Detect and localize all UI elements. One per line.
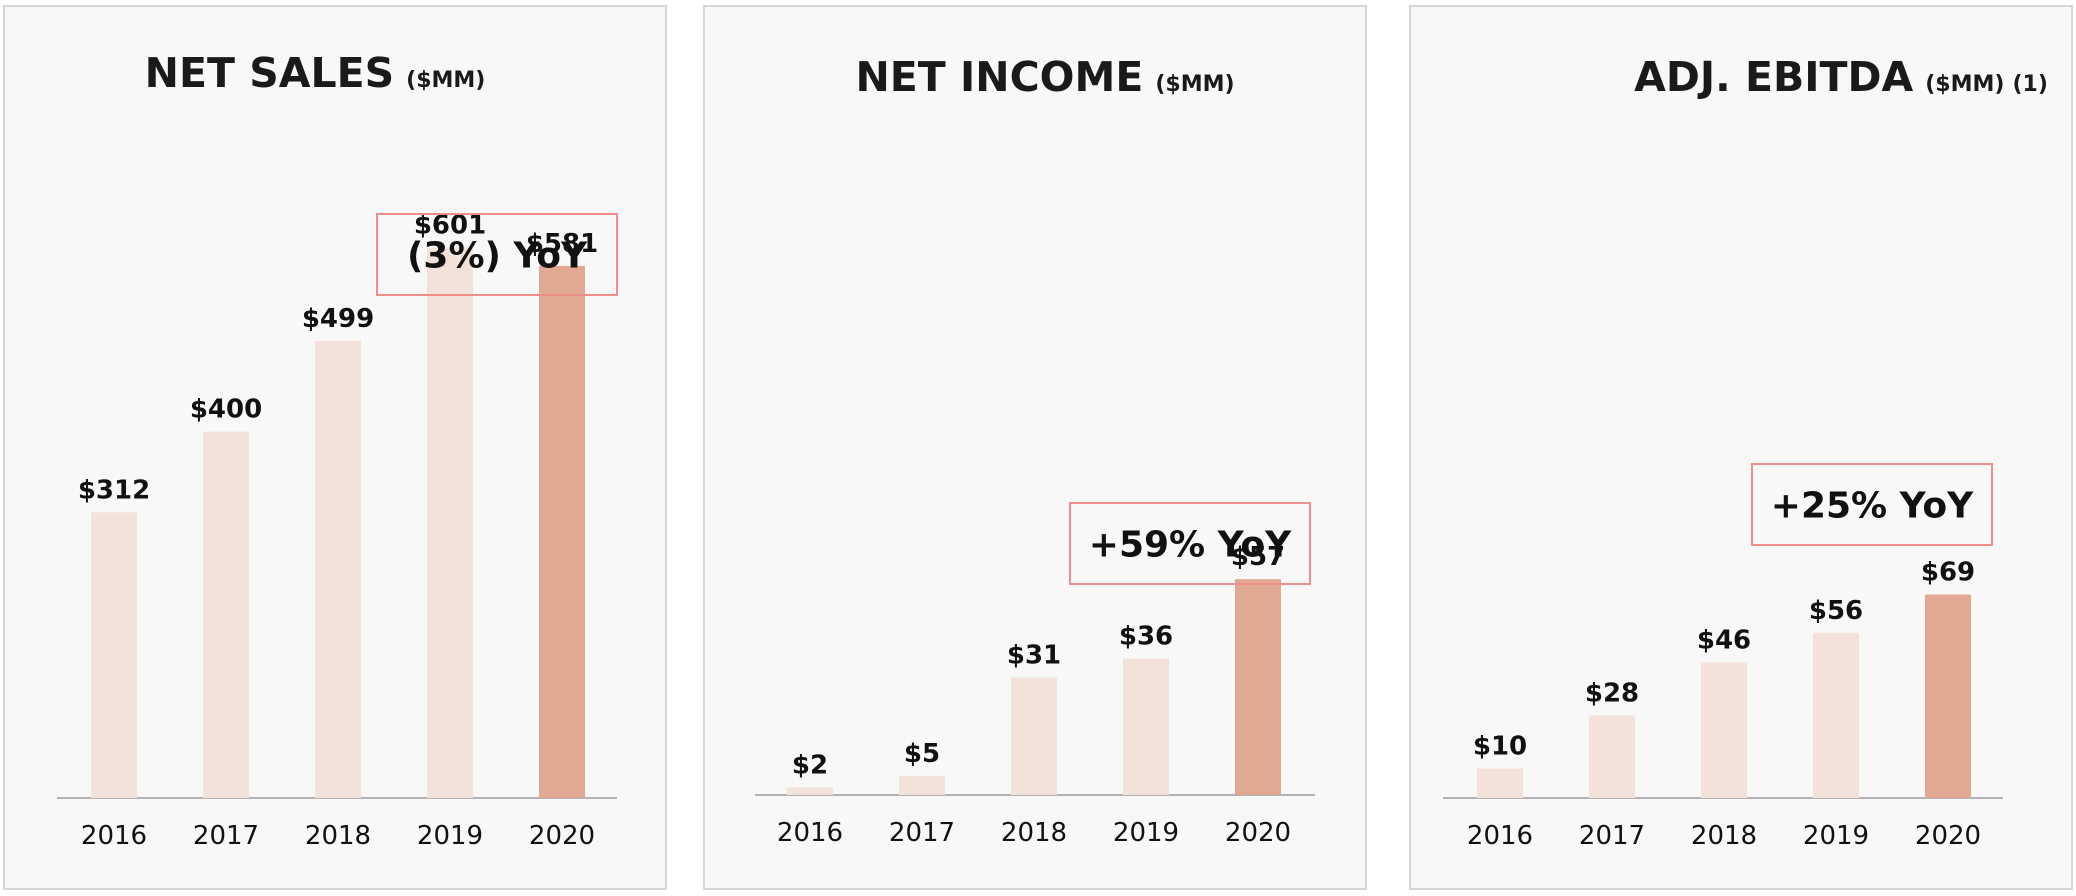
net-income-yoy-label: +59% YoY <box>1089 525 1292 566</box>
net-sales-chart: NET SALES ($MM) $312 2016 $400 2017 $499 2018 $6… <box>57 49 618 851</box>
net-sales-yoy-box <box>376 213 618 296</box>
net-sales-tick-label: 2018 <box>305 821 371 851</box>
net-income-bar-2020 <box>1235 579 1281 795</box>
net-sales-bar-2017 <box>203 431 249 798</box>
net-sales-value-label: $601 <box>414 211 486 241</box>
adj-ebitda-tick-label: 2020 <box>1915 821 1981 851</box>
adj-ebitda-value-label: $46 <box>1697 625 1751 655</box>
net-income-bar-2018 <box>1011 677 1057 795</box>
net-income-tick-label: 2016 <box>777 818 843 848</box>
net-sales-yoy-label: (3%) YoY <box>407 236 588 277</box>
adj-ebitda-yoy-label: +25% YoY <box>1771 486 1974 527</box>
adj-ebitda-unit: ($MM) <box>1925 72 2004 97</box>
net-income-title: NET INCOME ($MM) <box>855 53 1234 101</box>
adj-ebitda-yoy-box <box>1751 463 1993 546</box>
net-sales-bar-2018 <box>315 341 361 798</box>
net-income-value-label: $57 <box>1231 542 1285 572</box>
adj-ebitda-value-label: $69 <box>1921 558 1975 588</box>
net-income-panel: NET INCOME ($MM) $2 2016 $5 2017 $31 2018 $36 201… <box>703 5 1367 890</box>
net-income-bar-2016 <box>787 787 833 795</box>
adj-ebitda-tick-label: 2018 <box>1691 821 1757 851</box>
net-sales-unit: ($MM) <box>406 68 485 93</box>
adj-ebitda-bar-2018 <box>1701 662 1747 798</box>
net-income-bar-2017 <box>899 776 945 795</box>
net-income-bar-2019 <box>1123 658 1169 795</box>
net-sales-title: NET SALES ($MM) <box>145 49 486 97</box>
net-income-tick-label: 2018 <box>1001 818 1067 848</box>
net-sales-tick-label: 2016 <box>81 821 147 851</box>
net-income-title-text: NET INCOME <box>855 53 1143 101</box>
net-income-value-label: $5 <box>904 739 940 769</box>
adj-ebitda-value-label: $56 <box>1809 596 1863 626</box>
adj-ebitda-bar-2016 <box>1477 768 1523 798</box>
adj-ebitda-value-label: $28 <box>1585 678 1639 708</box>
net-income-unit: ($MM) <box>1155 72 1234 97</box>
adj-ebitda-chart: ADJ. EBITDA ($MM) (1) $10 2016 $28 2017 $46 2018… <box>1443 53 2048 851</box>
net-income-tick-label: 2020 <box>1225 818 1291 848</box>
net-income-chart: NET INCOME ($MM) $2 2016 $5 2017 $31 2018 $36 201… <box>755 53 1315 848</box>
adj-ebitda-tick-label: 2016 <box>1467 821 1533 851</box>
net-income-tick-label: 2019 <box>1113 818 1179 848</box>
net-income-value-label: $2 <box>792 750 828 780</box>
net-sales-value-label: $400 <box>190 395 262 425</box>
net-income-value-label: $31 <box>1007 641 1061 671</box>
adj-ebitda-tick-label: 2017 <box>1579 821 1645 851</box>
net-sales-bar-2019 <box>427 247 473 798</box>
net-sales-value-label: $581 <box>526 229 598 259</box>
net-income-tick-label: 2017 <box>889 818 955 848</box>
adj-ebitda-title-text: ADJ. EBITDA <box>1634 53 1913 101</box>
adj-ebitda-title: ADJ. EBITDA ($MM) (1) <box>1634 53 2048 101</box>
net-income-yoy-box <box>1069 502 1311 585</box>
net-sales-value-label: $312 <box>78 475 150 505</box>
adj-ebitda-footnote: (1) <box>2012 72 2047 97</box>
net-sales-title-text: NET SALES <box>145 49 394 97</box>
net-sales-tick-label: 2017 <box>193 821 259 851</box>
net-sales-value-label: $499 <box>302 304 374 334</box>
net-sales-bar-2020 <box>539 265 585 798</box>
adj-ebitda-bar-2017 <box>1589 715 1635 798</box>
adj-ebitda-bar-2020 <box>1925 594 1971 798</box>
adj-ebitda-tick-label: 2019 <box>1803 821 1869 851</box>
net-sales-tick-label: 2019 <box>417 821 483 851</box>
adj-ebitda-bar-2019 <box>1813 632 1859 798</box>
adj-ebitda-panel: ADJ. EBITDA ($MM) (1) $10 2016 $28 2017 $46 2018… <box>1409 5 2073 890</box>
net-income-value-label: $36 <box>1119 622 1173 652</box>
net-sales-tick-label: 2020 <box>529 821 595 851</box>
net-sales-panel: NET SALES ($MM) $312 2016 $400 2017 $499 2018 $6… <box>3 5 667 890</box>
net-sales-bar-2016 <box>91 512 137 798</box>
adj-ebitda-value-label: $10 <box>1473 732 1527 762</box>
